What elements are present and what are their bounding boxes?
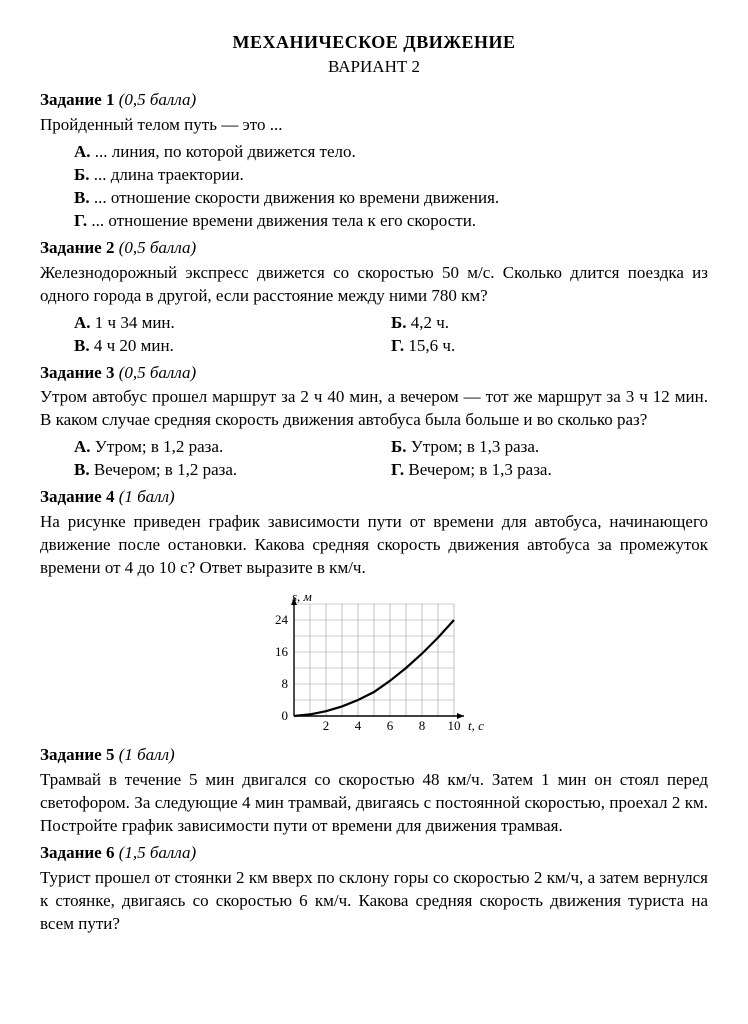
task1-points: (0,5 балла) [119,90,196,109]
svg-text:2: 2 [323,718,330,733]
task4-label: Задание 4 [40,487,114,506]
task1-opt-g: ... отношение времени движения тела к ег… [91,211,476,230]
task6-heading: Задание 6 (1,5 балла) [40,842,708,865]
task6-points: (1,5 балла) [119,843,196,862]
option-letter: Г. [74,211,87,230]
option-letter: В. [74,460,90,479]
task3-opt-v: Вечером; в 1,2 раза. [94,460,237,479]
option-letter: Г. [391,460,404,479]
task2-points: (0,5 балла) [119,238,196,257]
task2-opt-b: 4,2 ч. [411,313,449,332]
variant-subtitle: ВАРИАНТ 2 [40,56,708,79]
task2-opt-a: 1 ч 34 мин. [95,313,175,332]
task5-heading: Задание 5 (1 балл) [40,744,708,767]
svg-text:10: 10 [448,718,461,733]
task3-opt-a: Утром; в 1,2 раза. [95,437,223,456]
task4-points: (1 балл) [119,487,175,506]
task6-text: Турист прошел от стоянки 2 км вверх по с… [40,867,708,936]
svg-text:t, с: t, с [468,718,484,733]
task6-label: Задание 6 [40,843,114,862]
option-letter: В. [74,188,90,207]
distance-time-graph: 246810081624s, мt, с [254,588,494,738]
task3-opt-g: Вечером; в 1,3 раза. [408,460,551,479]
page-title: МЕХАНИЧЕСКОЕ ДВИЖЕНИЕ [40,30,708,54]
svg-text:s, м: s, м [292,589,312,604]
task4-heading: Задание 4 (1 балл) [40,486,708,509]
option-letter: А. [74,437,91,456]
option-letter: Б. [74,165,90,184]
task1-text: Пройденный телом путь — это ... [40,114,708,137]
svg-text:8: 8 [419,718,426,733]
task1-heading: Задание 1 (0,5 балла) [40,89,708,112]
option-letter: Г. [391,336,404,355]
option-letter: В. [74,336,90,355]
option-letter: А. [74,313,91,332]
task2-heading: Задание 2 (0,5 балла) [40,237,708,260]
task5-points: (1 балл) [119,745,175,764]
task1-opt-b: ... длина траектории. [94,165,244,184]
task3-text: Утром автобус прошел маршрут за 2 ч 40 м… [40,386,708,432]
task3-points: (0,5 балла) [119,363,196,382]
task5-text: Трамвай в течение 5 мин двигался со скор… [40,769,708,838]
task4-text: На рисунке приведен график зависимости п… [40,511,708,580]
task5-label: Задание 5 [40,745,114,764]
task2-options: А. 1 ч 34 мин. Б. 4,2 ч. В. 4 ч 20 мин. … [74,312,708,358]
task3-label: Задание 3 [40,363,114,382]
svg-text:16: 16 [275,644,289,659]
option-letter: А. [74,142,91,161]
task3-options: А. Утром; в 1,2 раза. Б. Утром; в 1,3 ра… [74,436,708,482]
svg-text:24: 24 [275,612,289,627]
task1-opt-v: ... отношение скорости движения ко време… [94,188,499,207]
svg-text:4: 4 [355,718,362,733]
task3-opt-b: Утром; в 1,3 раза. [411,437,539,456]
option-letter: Б. [391,313,407,332]
svg-text:8: 8 [282,676,289,691]
task2-opt-g: 15,6 ч. [408,336,455,355]
task2-opt-v: 4 ч 20 мин. [94,336,174,355]
task1-opt-a: ... линия, по которой движется тело. [95,142,356,161]
svg-text:0: 0 [282,708,289,723]
task1-label: Задание 1 [40,90,114,109]
svg-text:6: 6 [387,718,394,733]
task3-heading: Задание 3 (0,5 балла) [40,362,708,385]
task2-label: Задание 2 [40,238,114,257]
task2-text: Железнодорожный экспресс движется со ско… [40,262,708,308]
option-letter: Б. [391,437,407,456]
task4-chart: 246810081624s, мt, с [40,588,708,738]
task1-options: А. ... линия, по которой движется тело. … [74,141,708,233]
